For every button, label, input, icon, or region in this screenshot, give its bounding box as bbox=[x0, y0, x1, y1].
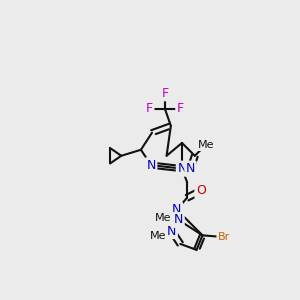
Text: N: N bbox=[177, 162, 187, 175]
Text: N: N bbox=[172, 203, 182, 216]
Text: F: F bbox=[177, 102, 184, 115]
Text: Br: Br bbox=[218, 232, 230, 242]
Text: N: N bbox=[174, 213, 183, 226]
Text: N: N bbox=[186, 162, 195, 175]
Text: N: N bbox=[167, 225, 176, 238]
Text: O: O bbox=[196, 184, 206, 197]
Text: F: F bbox=[146, 102, 153, 115]
Text: Me: Me bbox=[155, 213, 171, 223]
Text: Me: Me bbox=[198, 140, 214, 150]
Text: Me: Me bbox=[150, 231, 166, 241]
Text: F: F bbox=[161, 87, 168, 100]
Text: N: N bbox=[146, 159, 156, 172]
